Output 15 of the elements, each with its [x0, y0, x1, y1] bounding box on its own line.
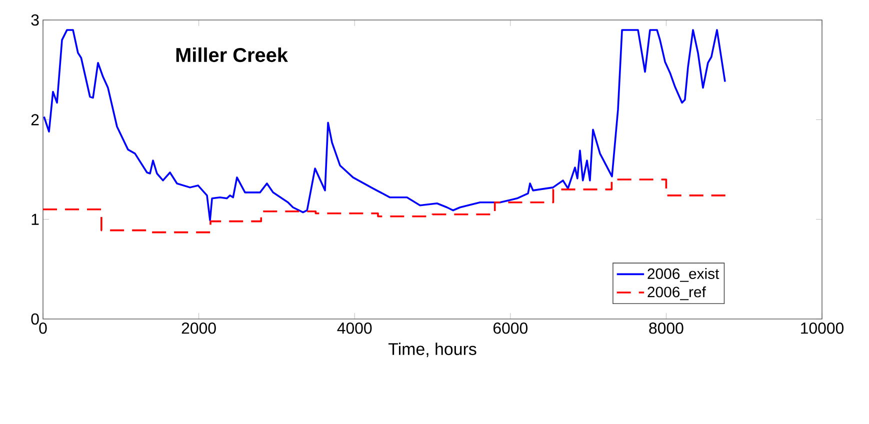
y-tick-label: 2 — [31, 114, 39, 126]
text: Miller Creek — [176, 47, 288, 62]
line-series — [43, 29, 726, 222]
y-tick-label: 3 — [31, 14, 39, 26]
x-tick-label: 2000 — [182, 322, 216, 334]
legend-label: 2006_exist — [648, 268, 720, 282]
y-tick-label: 0 — [31, 313, 39, 325]
x-tick-label: 4000 — [337, 322, 372, 334]
x-tick-label: 10000 — [801, 322, 844, 334]
y-tick-label: 1 — [32, 214, 39, 225]
x-tick-label: 6000 — [493, 322, 528, 334]
legend-label: 2006_ref — [648, 286, 706, 300]
x-axis-title: Time, hours — [388, 342, 476, 358]
x-tick-label: 0 — [39, 322, 47, 334]
x-tick-label: 8000 — [649, 322, 684, 334]
